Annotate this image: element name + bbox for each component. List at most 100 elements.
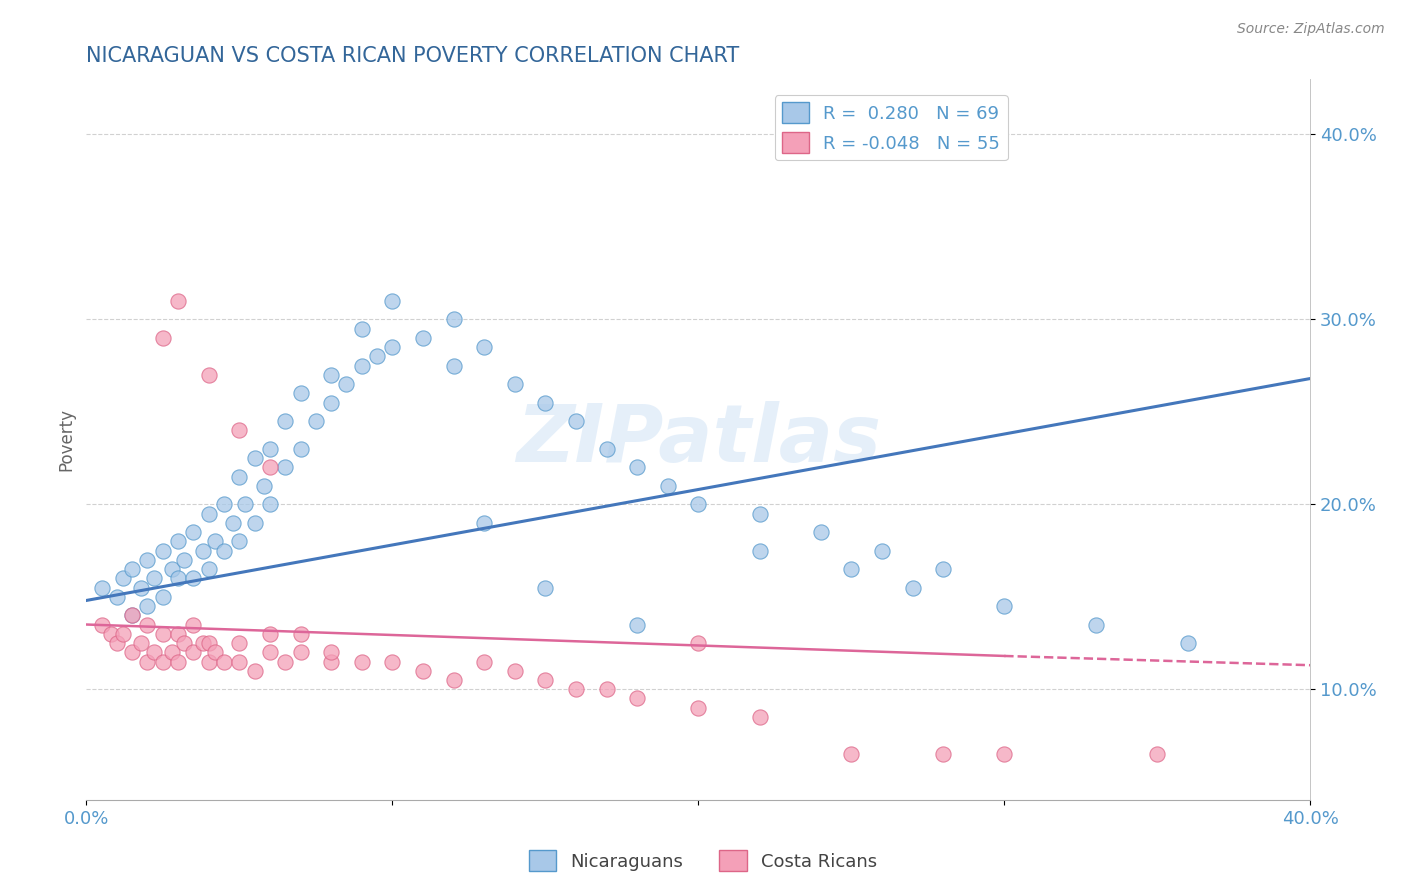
Point [472, 340, 495, 354]
Point [90, 617, 112, 632]
Point [274, 655, 297, 669]
Point [152, 626, 174, 640]
Point [228, 655, 250, 669]
Point [626, 691, 648, 706]
Point [136, 655, 159, 669]
Point [335, 377, 357, 392]
Point [259, 645, 281, 659]
Point [136, 599, 159, 613]
Point [657, 479, 679, 493]
Point [100, 626, 122, 640]
Point [259, 460, 281, 475]
Point [290, 386, 312, 401]
Y-axis label: Poverty: Poverty [58, 408, 75, 471]
Point [212, 543, 235, 558]
Point [259, 442, 281, 456]
Legend: R =  0.280   N = 69, R = -0.048   N = 55: R = 0.280 N = 69, R = -0.048 N = 55 [775, 95, 1008, 161]
Point [319, 395, 342, 409]
Point [688, 636, 710, 650]
Point [235, 497, 257, 511]
Point [381, 340, 404, 354]
Point [111, 626, 134, 640]
Point [167, 293, 190, 308]
Point [111, 571, 134, 585]
Point [183, 645, 205, 659]
Point [121, 608, 143, 623]
Point [534, 395, 557, 409]
Point [191, 543, 214, 558]
Point [381, 293, 404, 308]
Point [105, 636, 128, 650]
Point [839, 562, 862, 576]
Point [197, 368, 219, 382]
Point [228, 636, 250, 650]
Point [212, 655, 235, 669]
Point [204, 534, 226, 549]
Point [183, 524, 205, 539]
Point [412, 664, 434, 678]
Point [1177, 636, 1199, 650]
Point [228, 423, 250, 437]
Point [319, 655, 342, 669]
Point [443, 312, 465, 326]
Point [142, 645, 165, 659]
Point [319, 368, 342, 382]
Point [90, 581, 112, 595]
Point [191, 636, 214, 650]
Point [121, 562, 143, 576]
Point [503, 664, 526, 678]
Text: NICARAGUAN VS COSTA RICAN POVERTY CORRELATION CHART: NICARAGUAN VS COSTA RICAN POVERTY CORREL… [86, 46, 740, 66]
Point [290, 442, 312, 456]
Point [565, 414, 588, 428]
Point [319, 645, 342, 659]
Point [197, 562, 219, 576]
Point [173, 553, 195, 567]
Point [152, 331, 174, 345]
Point [595, 442, 617, 456]
Point [503, 377, 526, 392]
Point [197, 636, 219, 650]
Point [993, 747, 1015, 761]
Point [1085, 617, 1108, 632]
Point [305, 414, 328, 428]
Point [381, 655, 404, 669]
Point [167, 626, 190, 640]
Point [472, 655, 495, 669]
Point [748, 507, 770, 521]
Point [197, 655, 219, 669]
Point [366, 349, 388, 363]
Point [253, 479, 276, 493]
Point [472, 516, 495, 530]
Point [222, 516, 245, 530]
Point [228, 469, 250, 483]
Point [626, 460, 648, 475]
Point [932, 562, 955, 576]
Point [167, 534, 190, 549]
Point [121, 645, 143, 659]
Point [1146, 747, 1168, 761]
Point [259, 497, 281, 511]
Legend: Nicaraguans, Costa Ricans: Nicaraguans, Costa Ricans [522, 843, 884, 879]
Point [121, 608, 143, 623]
Point [183, 571, 205, 585]
Point [350, 655, 373, 669]
Point [160, 645, 183, 659]
Point [160, 562, 183, 576]
Point [932, 747, 955, 761]
Point [901, 581, 924, 595]
Point [870, 543, 893, 558]
Text: ZIPatlas: ZIPatlas [516, 401, 880, 478]
Point [197, 507, 219, 521]
Point [228, 534, 250, 549]
Point [212, 497, 235, 511]
Point [142, 571, 165, 585]
Point [412, 331, 434, 345]
Point [152, 543, 174, 558]
Point [105, 590, 128, 604]
Point [688, 700, 710, 714]
Text: Source: ZipAtlas.com: Source: ZipAtlas.com [1237, 22, 1385, 37]
Point [136, 553, 159, 567]
Point [259, 626, 281, 640]
Point [443, 673, 465, 687]
Point [274, 414, 297, 428]
